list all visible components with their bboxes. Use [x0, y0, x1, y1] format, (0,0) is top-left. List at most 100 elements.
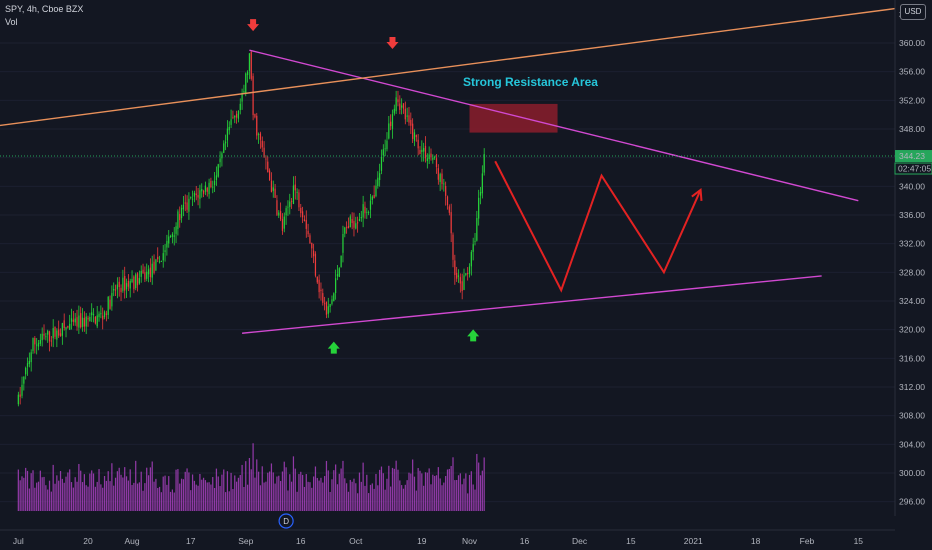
volume-bar	[133, 482, 135, 511]
volume-bar	[441, 485, 443, 511]
candle-body	[226, 128, 229, 141]
candle-body	[386, 140, 388, 150]
price-tick-label: 300.00	[899, 468, 925, 478]
volume-bar	[274, 483, 276, 511]
price-tick-label: 356.00	[899, 67, 925, 77]
time-tick-label: Dec	[572, 536, 588, 546]
currency-badge[interactable]: USD	[900, 4, 926, 20]
candle-body	[89, 316, 91, 321]
time-axis[interactable]: Jul 20 Aug 17 Sep 16 Oct 19 Nov 16 Dec 15 2021 18 Feb 1…	[0, 529, 895, 546]
volume-bar	[212, 477, 214, 511]
candle-body	[199, 190, 201, 199]
candle-body	[320, 289, 322, 292]
down-arrow-icon	[247, 19, 260, 32]
time-tick-label: Aug	[124, 536, 139, 546]
volume-bar	[21, 476, 23, 511]
candle-body	[470, 251, 472, 267]
volume-bar	[122, 477, 124, 511]
volume-bar	[248, 458, 251, 511]
candle-body	[346, 227, 348, 229]
volume-bar	[92, 473, 95, 511]
candle-body	[377, 177, 379, 187]
volume-bar	[265, 481, 267, 511]
volume-bar	[426, 472, 428, 511]
volume-bar	[204, 480, 207, 511]
candle-body	[259, 133, 262, 140]
price-axis[interactable]: 296.00 300.00 304.00 308.00 312.00 316.00 320.…	[894, 0, 932, 516]
up-arrow-icon	[327, 341, 340, 354]
volume-bar	[180, 478, 183, 511]
candle-body	[195, 193, 197, 196]
candle-body	[91, 312, 93, 316]
volume-bar	[373, 488, 375, 511]
volume-bar	[261, 466, 263, 511]
candle-body	[393, 108, 395, 114]
volume-bar	[443, 482, 445, 511]
up-arrow-icon	[467, 329, 480, 342]
volume-bar	[309, 482, 311, 511]
volume-bar	[17, 469, 19, 511]
volume-bar	[459, 473, 461, 511]
volume-bar	[272, 472, 274, 511]
candle-body	[459, 277, 461, 284]
event-badge-icon	[278, 513, 294, 529]
volume-bar	[349, 479, 351, 511]
volume-bar	[72, 487, 74, 511]
price-tick-label: 340.00	[899, 181, 925, 191]
volume-bar	[445, 476, 447, 511]
volume-bar	[278, 475, 280, 511]
volume-bar	[102, 487, 104, 511]
time-tick-label: 16	[296, 536, 306, 546]
candle-body	[182, 204, 185, 210]
volume-bar	[124, 467, 126, 511]
volume-bar	[177, 469, 179, 511]
candle-body	[155, 259, 157, 271]
volume-bar	[435, 475, 438, 511]
volume-bar	[195, 484, 197, 511]
candle-body	[404, 108, 406, 120]
volume-bar	[395, 460, 397, 511]
volume-bar	[322, 482, 324, 511]
candle-body	[263, 147, 265, 157]
volume-bar	[472, 484, 474, 511]
volume-bar	[25, 467, 27, 511]
volume-bar	[454, 480, 456, 511]
last-price-tag	[895, 150, 932, 163]
resistance-label: Strong Resistance Area	[463, 75, 598, 89]
volume-bar	[463, 478, 465, 511]
candle-body	[116, 284, 118, 290]
price-tick-label: 324.00	[899, 296, 925, 306]
candle-body	[223, 143, 225, 153]
candle-body	[210, 180, 212, 188]
volume-bar	[224, 492, 227, 511]
volume-bar	[197, 485, 199, 511]
volume-bar	[118, 467, 120, 511]
volume-bar	[226, 471, 229, 511]
volume-bar	[296, 491, 298, 511]
candle-body	[96, 315, 98, 327]
candle-body	[423, 147, 425, 152]
candle-body	[50, 340, 52, 342]
volume-bar	[223, 469, 225, 511]
volume-bar	[230, 472, 232, 511]
candle-body	[23, 376, 25, 384]
volume-bar	[377, 485, 379, 511]
volume-bar	[175, 469, 177, 511]
candle-body	[147, 269, 150, 275]
candle-body	[100, 313, 102, 315]
volume-bar	[70, 482, 73, 511]
candle-body	[380, 156, 383, 171]
candle-body	[129, 281, 131, 289]
candle-body	[250, 51, 252, 79]
volume-bar	[329, 491, 331, 511]
candle-body	[360, 217, 362, 219]
volume-bar	[37, 481, 40, 511]
candle-body	[309, 235, 311, 244]
candle-body	[188, 198, 190, 212]
candle-body	[65, 327, 67, 330]
volume-bar	[424, 472, 427, 511]
volume-bar	[228, 491, 230, 511]
candle-body	[235, 113, 238, 118]
volume-bar	[96, 481, 98, 511]
